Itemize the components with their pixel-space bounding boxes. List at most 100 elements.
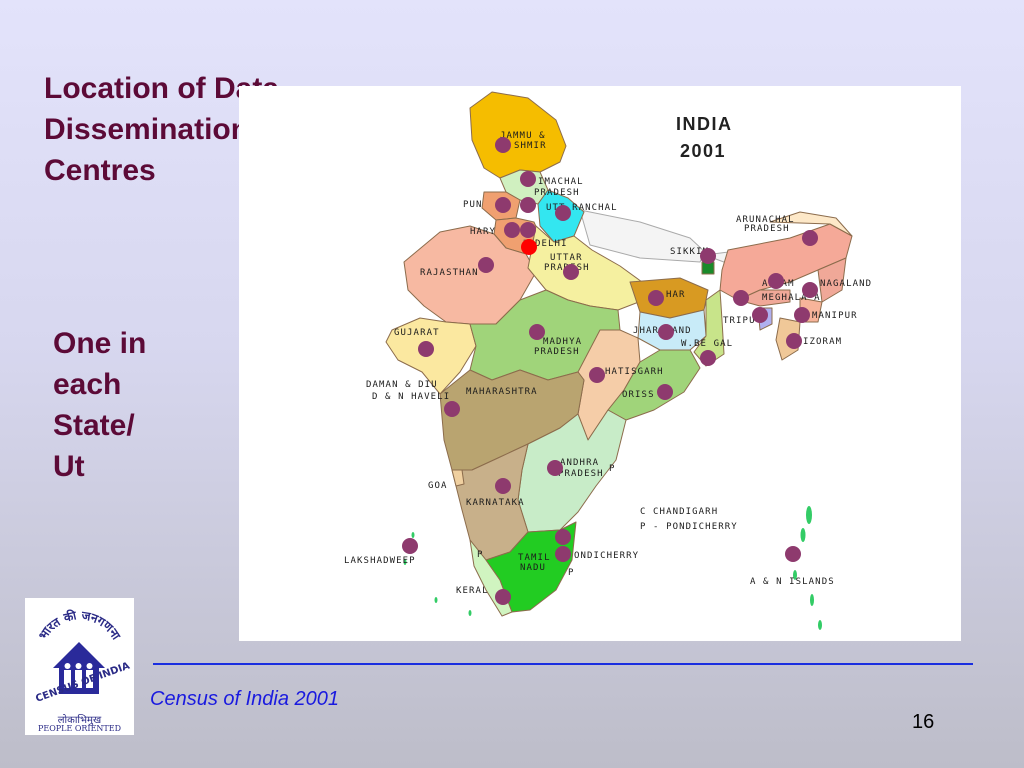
centre-marker (589, 367, 605, 383)
state-label: LAKSHADWEEP (344, 556, 416, 566)
side-note-line: State/ (53, 409, 135, 442)
centre-marker (648, 290, 664, 306)
map-title-line: INDIA (676, 114, 733, 134)
state-label: MAHARASHTRA (466, 387, 538, 397)
side-note-line: One in (53, 327, 147, 360)
centre-marker (768, 273, 784, 289)
centre-marker (402, 538, 418, 554)
state-label: SHMIR (514, 141, 547, 151)
state-label: NADU (520, 563, 546, 573)
state-label: P (477, 550, 484, 560)
state-label: GOA (428, 481, 448, 491)
state-label: GUJARAT (394, 328, 440, 338)
side-note-line: Ut (53, 450, 85, 483)
centre-marker (555, 205, 571, 221)
state-label: PRADESH (558, 469, 604, 479)
state-label: ORISS (622, 390, 655, 400)
state-label: IMACHAL (538, 177, 584, 187)
india-map-svg: INDIA 2001 C CHANDIGARH P - PONDICHERRY … (344, 91, 872, 630)
page-number: 16 (912, 711, 935, 733)
india-map: INDIA 2001 C CHANDIGARH P - PONDICHERRY … (239, 86, 961, 641)
centre-marker (555, 546, 571, 562)
state-label: KARNATAKA (466, 498, 525, 508)
state-label: HATISGARH (605, 367, 664, 377)
centre-marker (658, 324, 674, 340)
state-label: A & N ISLANDS (750, 577, 835, 587)
state-label: MADHYA (543, 337, 582, 347)
centre-marker (504, 222, 520, 238)
state-label: ARUNACHAL (736, 215, 795, 225)
footer-rule (153, 663, 973, 665)
map-title: INDIA 2001 (676, 114, 733, 161)
centre-marker (700, 248, 716, 264)
centre-marker (520, 171, 536, 187)
state-label: DELHI (535, 239, 568, 249)
state-label: PRADESH (534, 347, 580, 357)
centre-marker (529, 324, 545, 340)
centre-marker (418, 341, 434, 357)
logo-emblem: भारत की जनगणना CENSUS OF INDIA (34, 608, 131, 705)
centre-marker (495, 589, 511, 605)
logo-arc-text: भारत की जनगणना (36, 608, 124, 643)
state-label: JAMMU & (500, 131, 546, 141)
state-label: W.BE GAL (681, 339, 733, 349)
centre-marker (520, 222, 536, 238)
state-label: PRADESH (534, 188, 580, 198)
state-label: HAR (666, 290, 686, 300)
slide-title-line: Centres (44, 154, 156, 187)
centre-marker (752, 307, 768, 323)
map-legend: C CHANDIGARH P - PONDICHERRY (640, 507, 738, 532)
centre-marker (478, 257, 494, 273)
centre-marker (520, 197, 536, 213)
centre-marker (495, 478, 511, 494)
state-label: PUN (463, 200, 483, 210)
centre-marker (547, 460, 563, 476)
state-label: PRADESH (744, 224, 790, 234)
state-label: KERAL (456, 586, 489, 596)
state-label: P (609, 464, 616, 474)
centre-marker (785, 546, 801, 562)
state-label: UTTAR (550, 253, 583, 263)
state-label: RAJASTHAN (420, 268, 479, 278)
house-icon (53, 642, 105, 694)
dissemination-centres (402, 137, 818, 605)
centre-marker (802, 282, 818, 298)
centre-marker (794, 307, 810, 323)
legend-line: P - PONDICHERRY (640, 522, 738, 532)
state-label: TRIPU (723, 316, 756, 326)
state-label: DAMAN & DIU (366, 380, 438, 390)
footer-text: Census of India 2001 (150, 688, 340, 710)
state-label: ONDICHERRY (574, 551, 639, 561)
centre-marker (700, 350, 716, 366)
state-label: IZORAM (803, 337, 842, 347)
centre-marker (802, 230, 818, 246)
state-label: P (568, 568, 575, 578)
centre-marker (733, 290, 749, 306)
island-shapes (403, 506, 822, 630)
logo-caption-english: PEOPLE ORIENTED (37, 724, 122, 733)
centre-marker (786, 333, 802, 349)
state-label: SIKKIM (670, 247, 709, 257)
slide-title-line: Dissemination (44, 113, 250, 146)
legend-line: C CHANDIGARH (640, 507, 718, 517)
logo-caption-hindi: लोकाभिमुख (57, 715, 102, 726)
delhi-centre-marker (521, 239, 537, 255)
svg-text:भारत की जनगणना: भारत की जनगणना (36, 608, 124, 643)
state-label: MANIPUR (812, 311, 858, 321)
state-label: HARY (470, 227, 496, 237)
state-regions (385, 91, 853, 617)
centre-marker (657, 384, 673, 400)
state-label: NAGALAND (820, 279, 872, 289)
state-label: TAMIL (518, 553, 551, 563)
map-title-line: 2001 (680, 141, 726, 161)
centre-marker (444, 401, 460, 417)
census-of-india-logo: भारत की जनगणना CENSUS OF INDIA लोकाभिमुख… (25, 598, 134, 735)
side-note-line: each (53, 368, 122, 401)
centre-marker (495, 137, 511, 153)
centre-marker (563, 264, 579, 280)
side-note: One in each State/ Ut (53, 323, 193, 487)
state-label: ANDHRA (560, 458, 599, 468)
centre-marker (555, 529, 571, 545)
state-label: MEGHALA A (762, 293, 821, 303)
state-label: UTT RANCHAL (546, 203, 618, 213)
